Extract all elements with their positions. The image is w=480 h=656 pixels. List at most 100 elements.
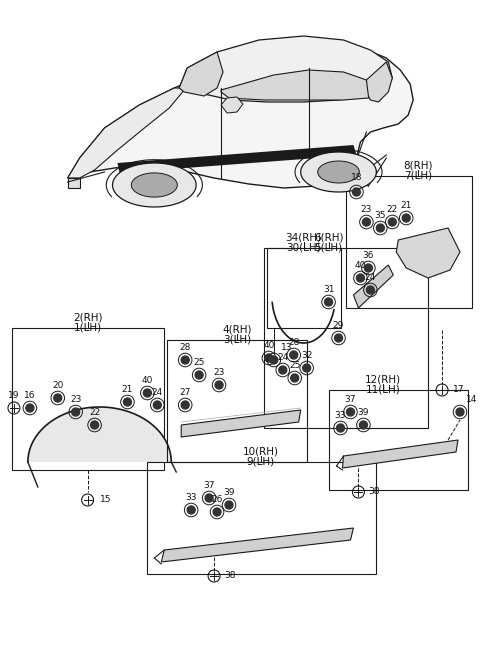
Text: 3(LH): 3(LH) — [223, 334, 251, 344]
Circle shape — [215, 381, 223, 389]
Text: 38: 38 — [369, 487, 380, 497]
Text: 25: 25 — [193, 358, 205, 367]
Text: 7(LH): 7(LH) — [404, 170, 432, 180]
Polygon shape — [179, 36, 392, 102]
Text: 37: 37 — [204, 481, 215, 490]
Text: 22: 22 — [89, 408, 100, 417]
Circle shape — [187, 506, 195, 514]
Polygon shape — [343, 440, 458, 468]
Bar — [264, 248, 428, 428]
Circle shape — [364, 264, 372, 272]
Circle shape — [366, 286, 374, 294]
Text: 14: 14 — [466, 395, 477, 404]
Text: 26: 26 — [211, 495, 223, 504]
Circle shape — [123, 398, 132, 406]
Circle shape — [195, 371, 203, 379]
Polygon shape — [396, 228, 460, 278]
Bar — [267, 248, 340, 328]
Circle shape — [54, 394, 62, 402]
Polygon shape — [132, 173, 177, 197]
Circle shape — [357, 274, 364, 282]
Circle shape — [336, 424, 345, 432]
Text: 6(RH): 6(RH) — [314, 232, 343, 242]
Polygon shape — [179, 52, 223, 96]
Circle shape — [291, 374, 299, 382]
Circle shape — [144, 389, 151, 397]
Text: 39: 39 — [223, 488, 235, 497]
Circle shape — [376, 224, 384, 232]
Bar — [329, 390, 468, 490]
Circle shape — [181, 356, 189, 364]
Circle shape — [265, 354, 273, 362]
Circle shape — [360, 421, 367, 429]
Bar — [347, 176, 472, 308]
Text: 1(LH): 1(LH) — [73, 322, 102, 332]
Text: 20: 20 — [52, 381, 63, 390]
Polygon shape — [118, 145, 357, 173]
Circle shape — [279, 366, 287, 374]
Text: 11(LH): 11(LH) — [366, 384, 401, 394]
Circle shape — [335, 334, 343, 342]
Text: 23: 23 — [361, 205, 372, 214]
Text: 39: 39 — [358, 408, 369, 417]
Text: 27: 27 — [180, 388, 191, 397]
Text: 24: 24 — [365, 273, 376, 282]
Text: 33: 33 — [185, 493, 197, 502]
Polygon shape — [353, 265, 393, 308]
Polygon shape — [112, 163, 196, 207]
Text: 17: 17 — [453, 386, 465, 394]
Text: 19: 19 — [8, 391, 20, 400]
Text: 40: 40 — [142, 376, 153, 385]
Text: 38: 38 — [224, 571, 236, 581]
Text: 23: 23 — [214, 368, 225, 377]
Circle shape — [270, 356, 278, 364]
Text: 40: 40 — [355, 261, 366, 270]
Circle shape — [91, 421, 98, 429]
Text: 13: 13 — [281, 343, 292, 352]
Circle shape — [303, 364, 311, 372]
Text: 10(RH): 10(RH) — [243, 446, 279, 456]
Polygon shape — [68, 48, 413, 188]
Text: 34(RH): 34(RH) — [286, 232, 322, 242]
Polygon shape — [301, 152, 376, 192]
Text: 23: 23 — [70, 395, 81, 404]
Circle shape — [205, 494, 213, 502]
Text: 28: 28 — [180, 343, 191, 352]
Text: 37: 37 — [345, 395, 356, 404]
Bar — [147, 462, 376, 574]
Text: 29: 29 — [333, 321, 344, 330]
Text: 31: 31 — [323, 285, 335, 294]
Text: 21: 21 — [400, 201, 412, 210]
Text: 25: 25 — [289, 361, 300, 370]
Text: 36: 36 — [363, 251, 374, 260]
Polygon shape — [68, 178, 80, 188]
Text: 30(LH): 30(LH) — [287, 242, 321, 252]
Circle shape — [402, 214, 410, 222]
Text: 2(RH): 2(RH) — [73, 312, 102, 322]
Polygon shape — [366, 62, 392, 102]
Circle shape — [352, 188, 360, 196]
Circle shape — [362, 218, 371, 226]
Circle shape — [290, 351, 298, 359]
Text: 8(RH): 8(RH) — [403, 160, 433, 170]
Circle shape — [26, 404, 34, 412]
Circle shape — [388, 218, 396, 226]
Text: 15: 15 — [99, 495, 111, 504]
Circle shape — [347, 408, 354, 416]
Circle shape — [72, 408, 80, 416]
Polygon shape — [161, 528, 353, 562]
Text: 9(LH): 9(LH) — [247, 456, 275, 466]
Circle shape — [225, 501, 233, 509]
Text: 32: 32 — [301, 351, 312, 360]
Circle shape — [324, 298, 333, 306]
Text: 21: 21 — [122, 385, 133, 394]
Circle shape — [213, 508, 221, 516]
Polygon shape — [28, 407, 171, 462]
Text: 40: 40 — [263, 341, 275, 350]
Text: 4(RH): 4(RH) — [222, 324, 252, 334]
Text: 22: 22 — [387, 205, 398, 214]
Bar — [167, 340, 307, 462]
Polygon shape — [221, 70, 371, 100]
Circle shape — [153, 401, 161, 409]
Polygon shape — [318, 161, 360, 183]
